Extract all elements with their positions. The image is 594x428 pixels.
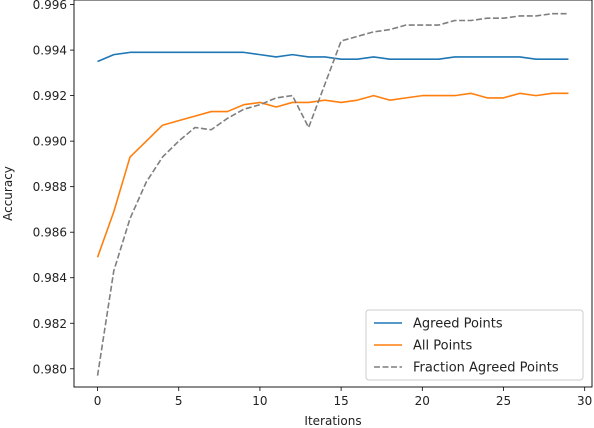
series-all-points <box>96 92 569 258</box>
legend: Agreed Points All Points Fraction Agreed P… <box>365 309 584 381</box>
series-line <box>96 12 569 376</box>
series-layer <box>96 12 569 376</box>
legend-box <box>365 309 584 381</box>
x-tick-label: 5 <box>175 394 183 408</box>
axes-layer <box>73 0 593 388</box>
series-agreed-points <box>97 51 569 63</box>
legend-label: Agreed Points <box>413 317 503 332</box>
axes-frame <box>73 0 593 388</box>
y-tick-label: 0.986 <box>33 226 67 240</box>
x-tick-label: 25 <box>496 394 511 408</box>
y-tick-label: 0.980 <box>33 362 67 376</box>
y-tick-label: 0.982 <box>33 317 67 331</box>
legend-label: All Points <box>413 339 473 354</box>
x-tick-label: 20 <box>415 394 430 408</box>
legend-label: Fraction Agreed Points <box>413 361 559 376</box>
ticks-layer: 0 5 10 15 20 25 30 0.980 0.982 0.984 0.986 0.988 0.9… <box>33 0 593 408</box>
series-fraction-agreed-points <box>96 12 569 376</box>
y-tick-label: 0.988 <box>33 180 67 194</box>
series-line <box>96 92 569 258</box>
y-tick-label: 0.984 <box>33 271 67 285</box>
y-tick-label: 0.992 <box>33 89 67 103</box>
x-axis-label: Iterations <box>304 414 361 428</box>
y-tick-label: 0.996 <box>33 0 67 12</box>
series-line <box>97 51 569 63</box>
x-tick-label: 0 <box>94 394 102 408</box>
x-tick-label: 10 <box>252 394 267 408</box>
y-tick-label: 0.990 <box>33 135 67 149</box>
y-axis-label: Accuracy <box>1 166 15 221</box>
x-tick-label: 30 <box>577 394 592 408</box>
x-tick-label: 15 <box>333 394 348 408</box>
y-tick-label: 0.994 <box>33 44 67 58</box>
